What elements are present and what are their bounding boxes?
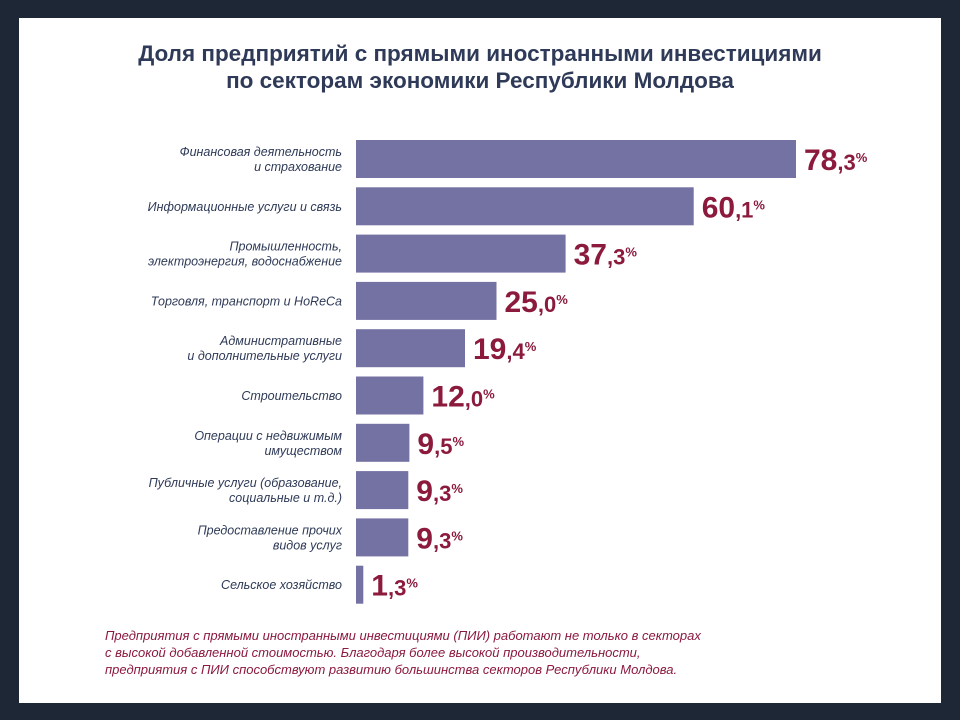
value-label-2: 60,1% xyxy=(702,191,766,224)
category-label-6-line-1: Строительство xyxy=(241,389,342,403)
chart-card: Доля предприятий с прямыми иностранными … xyxy=(19,18,941,703)
category-label-3-line-1: Промышленность, xyxy=(229,240,342,254)
value-label-8: 9,3% xyxy=(416,475,463,508)
value-label-4: 25,0% xyxy=(505,286,569,319)
category-label-10-line-1: Сельское хозяйство xyxy=(221,578,342,592)
bar-2 xyxy=(356,187,694,226)
value-label-1: 78,3% xyxy=(804,144,868,177)
bar-10 xyxy=(356,565,364,604)
category-label-3-line-2: электроэнергия, водоснабжение xyxy=(148,255,342,269)
bar-4 xyxy=(356,281,497,320)
value-label-5: 19,4% xyxy=(473,333,537,366)
chart-title: Доля предприятий с прямыми иностранными … xyxy=(19,40,941,94)
category-label-9-line-1: Предоставление прочих xyxy=(198,523,343,537)
category-label-7-line-1: Операции с недвижимым xyxy=(194,429,342,443)
category-label-5-line-1: Административные xyxy=(219,334,342,348)
value-label-9: 9,3% xyxy=(416,522,463,555)
bar-1 xyxy=(356,140,796,178)
category-label-9-line-2: видов услуг xyxy=(273,538,342,552)
category-label-1-line-2: и страхование xyxy=(254,160,342,174)
bar-8 xyxy=(356,471,409,510)
category-label-1-line-1: Финансовая деятельность xyxy=(180,145,342,159)
value-label-3: 37,3% xyxy=(574,239,638,272)
value-label-6: 12,0% xyxy=(431,381,495,414)
category-label-8-line-2: социальные и т.д.) xyxy=(229,491,342,505)
bar-5 xyxy=(356,329,465,368)
chart-title-line-1: Доля предприятий с прямыми иностранными … xyxy=(138,41,822,66)
category-label-5-line-2: и дополнительные услуги xyxy=(187,349,342,363)
footnote-line-2: с высокой добавленной стоимостью. Благод… xyxy=(105,645,641,660)
category-label-2-line-1: Информационные услуги и связь xyxy=(148,200,342,214)
footnote: Предприятия с прямыми иностранными инвес… xyxy=(105,627,865,678)
chart-title-line-2: по секторам экономики Республики Молдова xyxy=(226,68,734,93)
footnote-line-1: Предприятия с прямыми иностранными инвес… xyxy=(105,628,701,643)
footnote-line-3: предприятия с ПИИ способствуют развитию … xyxy=(105,662,678,677)
bar-6 xyxy=(356,376,424,415)
bar-3 xyxy=(356,234,566,273)
value-label-10: 1,3% xyxy=(371,570,418,603)
value-label-7: 9,5% xyxy=(417,428,464,461)
category-label-8-line-1: Публичные услуги (образование, xyxy=(149,476,342,490)
bar-7 xyxy=(356,423,410,462)
category-label-7-line-2: имуществом xyxy=(264,444,342,458)
category-label-4-line-1: Торговля, транспорт и HoReCa xyxy=(151,294,342,308)
bar-9 xyxy=(356,518,409,557)
